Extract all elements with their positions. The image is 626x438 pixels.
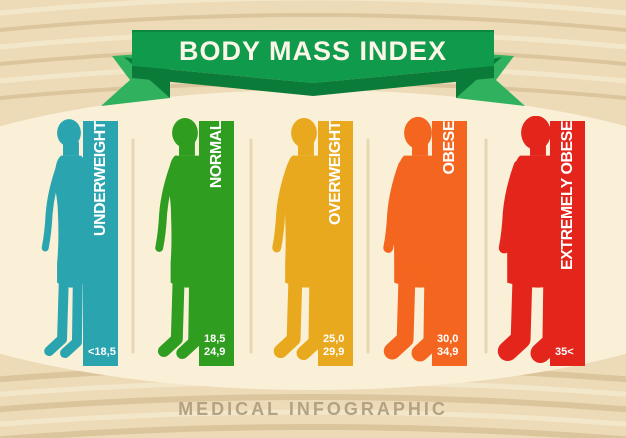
bmi-bar-obese: OBESE 30,0 34,9 xyxy=(432,121,467,366)
person-silhouette-overweight xyxy=(272,118,327,361)
footer-caption: MEDICAL INFOGRAPHIC xyxy=(178,399,448,419)
bmi-bar-extremely-obese: EXTREMELY OBESE 35< xyxy=(550,121,585,366)
bmi-range-value: 25,0 29,9 xyxy=(323,332,345,358)
bmi-range-value: 18,5 24,9 xyxy=(204,332,226,358)
person-silhouette-underweight xyxy=(41,119,87,359)
page-title: BODY MASS INDEX xyxy=(178,36,448,66)
bmi-bar-underweight: UNDERWEIGHT <18,5 xyxy=(83,121,118,366)
bmi-bar-normal: NORMAL 18,5 24,9 xyxy=(199,121,234,366)
bmi-range-value: 35< xyxy=(555,345,574,358)
ribbon-band xyxy=(132,30,494,83)
bmi-range-value: 30,0 34,9 xyxy=(437,332,459,358)
person-silhouette-normal xyxy=(155,118,205,360)
bmi-bar-overweight: OVERWEIGHT 25,0 29,9 xyxy=(318,121,353,366)
bmi-range-value: <18,5 xyxy=(88,345,116,358)
